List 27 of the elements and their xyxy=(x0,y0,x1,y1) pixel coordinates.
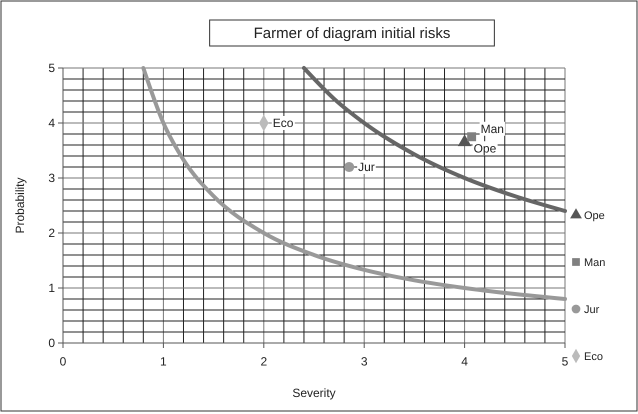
y-tick-label: 3 xyxy=(48,170,56,185)
y-tick-label: 4 xyxy=(48,116,56,130)
legend-label: Man xyxy=(584,257,606,269)
line-series xyxy=(302,66,567,213)
legend-label: Jur xyxy=(584,304,600,316)
point xyxy=(344,162,354,172)
legend-label: Eco xyxy=(584,351,603,363)
x-tick-label: 3 xyxy=(360,354,368,368)
text: Ope xyxy=(474,141,496,156)
x-tick-label: 5 xyxy=(562,354,569,368)
text: Jur xyxy=(358,160,375,174)
x-tick-label: 2 xyxy=(260,354,268,368)
x-axis-title: Severity xyxy=(292,386,336,400)
y-tick-label: 5 xyxy=(48,60,56,75)
text: Man xyxy=(480,122,504,136)
x-tick-label: 0 xyxy=(60,354,67,368)
point xyxy=(467,132,476,142)
x-tick-label: 1 xyxy=(160,354,168,368)
y-tick-label: 0 xyxy=(48,336,56,350)
line-series xyxy=(141,66,567,301)
y-tick-label: 1 xyxy=(48,280,56,295)
chart-title: Farmer of diagram initial risks xyxy=(254,25,450,42)
legend-label: Ope xyxy=(584,210,605,222)
y-axis-title: Probability xyxy=(13,177,27,234)
y-tick-label: 2 xyxy=(48,226,56,240)
x-tick-label: 4 xyxy=(461,354,468,368)
text: Eco xyxy=(272,116,294,130)
